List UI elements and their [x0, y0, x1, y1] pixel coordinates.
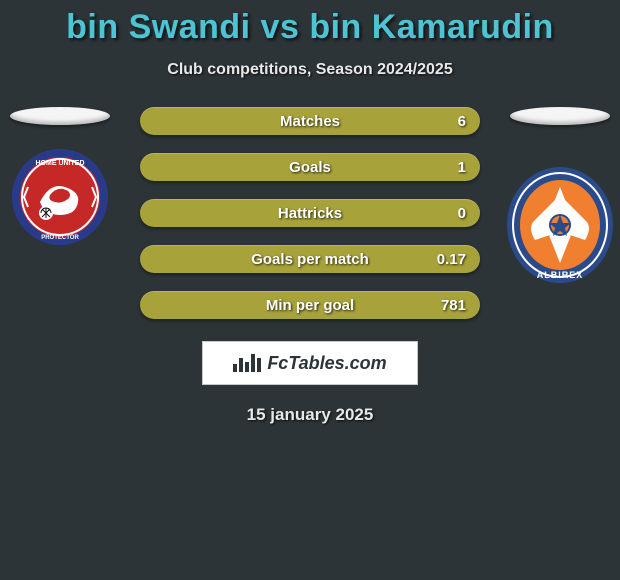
- stat-bar: Hattricks 0: [140, 199, 480, 227]
- stat-value: 1: [458, 159, 466, 176]
- stat-value: 0.17: [437, 251, 466, 268]
- svg-text:PROTECTOR: PROTECTOR: [41, 235, 79, 241]
- bar-chart-icon: [233, 354, 261, 372]
- comparison-area: HOME UNITED PROTECTOR ALBIREX M: [0, 107, 620, 319]
- stat-bar: Goals per match 0.17: [140, 245, 480, 273]
- subtitle: Club competitions, Season 2024/2025: [0, 61, 620, 79]
- left-marker-ellipse: [10, 107, 110, 125]
- stat-value: 6: [458, 113, 466, 130]
- right-marker-ellipse: [510, 107, 610, 125]
- branding-text: FcTables.com: [267, 353, 386, 374]
- stat-bars: Matches 6 Goals 1 Hattricks 0 Goals per match 0…: [140, 107, 480, 319]
- left-team-crest: HOME UNITED PROTECTOR: [10, 147, 110, 252]
- stat-bar: Matches 6: [140, 107, 480, 135]
- svg-text:ALBIREX: ALBIREX: [537, 270, 584, 280]
- stat-label: Hattricks: [278, 205, 342, 222]
- stat-label: Goals: [289, 159, 331, 176]
- stat-bar: Goals 1: [140, 153, 480, 181]
- stat-label: Matches: [280, 113, 340, 130]
- svg-text:HOME UNITED: HOME UNITED: [36, 160, 85, 167]
- branding-box: FcTables.com: [202, 341, 418, 385]
- right-team-crest: ALBIREX: [505, 165, 615, 290]
- stat-value: 781: [441, 297, 466, 314]
- right-team-col: ALBIREX: [500, 107, 620, 290]
- left-team-col: HOME UNITED PROTECTOR: [0, 107, 120, 252]
- stat-value: 0: [458, 205, 466, 222]
- stat-label: Goals per match: [251, 251, 369, 268]
- page-title: bin Swandi vs bin Kamarudin: [0, 0, 620, 47]
- stat-bar: Min per goal 781: [140, 291, 480, 319]
- stat-label: Min per goal: [266, 297, 354, 314]
- date-text: 15 january 2025: [0, 405, 620, 425]
